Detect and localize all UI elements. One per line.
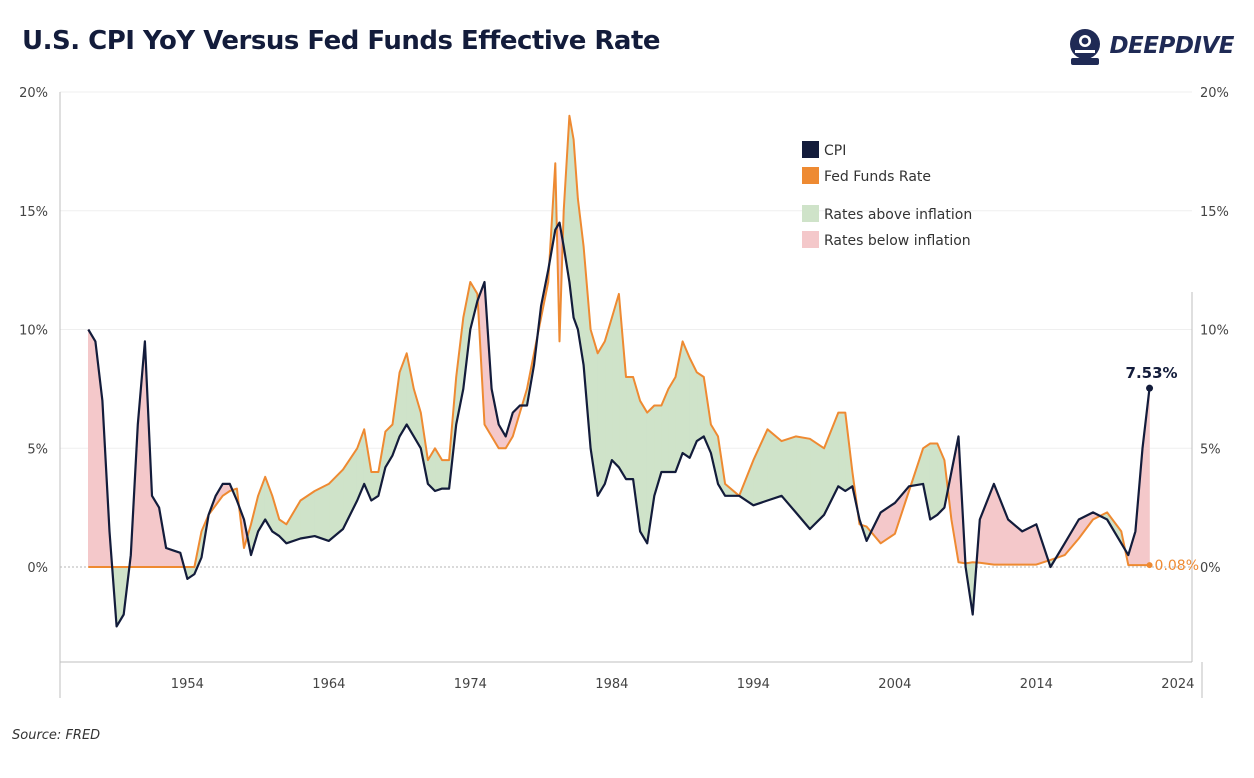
annotations: 7.53% 0.08% [1126,364,1200,574]
area-rates-above-inflation [597,340,606,497]
area-rates-above-inflation [314,483,330,542]
legend-swatch [802,205,819,222]
legend-label: Rates below inflation [824,233,971,249]
area-rates-above-inflation [618,293,627,481]
x-tick: 2024 [1161,677,1194,692]
cpi-line [87,221,1151,628]
fed-last-label: 0.08% [1155,558,1199,574]
x-tick: 1984 [595,677,628,692]
y-tick-right: 5% [1200,442,1221,457]
area-rates-above-inflation [696,371,705,442]
area-rates-above-inflation [929,443,938,521]
area-rates-above-inflation [922,442,931,520]
brand-logo: DEEPDIVE [1067,24,1234,68]
area-rates-below-inflation [979,483,995,565]
area-rates-above-inflation [753,429,768,506]
y-tick-left: 20% [19,86,48,101]
area-rates-above-inflation [406,353,415,438]
x-tick: 2014 [1020,677,1053,692]
y-tick-left: 0% [27,561,48,576]
axes [59,92,1203,698]
source-note: Source: FRED [12,728,101,743]
chart: 20% 15% 10% 5% 0% 20% 15% 10% 5% 0% 1954 1964 1974 19… [19,86,1229,698]
y-tick-right: 20% [1200,86,1229,101]
brand-name: DEEPDIVE [1109,33,1234,59]
series-lines [87,114,1151,628]
area-rates-above-inflation [639,399,648,545]
cpi-last-point [1146,384,1154,392]
chart-title: U.S. CPI YoY Versus Fed Funds Effective … [22,26,661,56]
area-rates-above-inflation [837,412,846,492]
legend-swatch [802,141,819,158]
y-tick-left: 10% [19,324,48,339]
cpi-last-label: 7.53% [1126,364,1178,382]
area-rates-above-inflation [441,459,450,489]
area-rates-above-inflation [682,341,691,459]
area-rates-above-inflation [399,353,408,438]
legend-swatch [802,167,819,184]
y-tick-right: 15% [1200,205,1229,220]
x-tick: 2004 [878,677,911,692]
area-rates-below-inflation [88,328,96,568]
legend: CPI Fed Funds Rate Rates above inflation Ra… [802,141,972,249]
legend-label: Fed Funds Rate [824,169,931,185]
area-rates-above-inflation [781,435,797,514]
fed-funds-line [88,114,1150,568]
x-tick: 1974 [454,677,487,692]
area-rates-below-inflation [993,483,1009,565]
difference-areas [88,115,1150,628]
area-rates-above-inflation [668,375,676,473]
x-tick: 1964 [312,677,345,692]
grid-lines [60,91,1192,568]
y-tick-left: 15% [19,205,48,220]
area-rates-above-inflation [611,293,620,469]
diver-helmet-icon [1070,29,1101,65]
tick-labels: 20% 15% 10% 5% 0% 20% 15% 10% 5% 0% 1954 1964 1974 19… [19,86,1229,692]
y-tick-right: 10% [1200,324,1229,339]
legend-swatch [802,231,819,248]
x-tick: 1994 [737,677,770,692]
y-tick-left: 5% [27,442,48,457]
legend-label: CPI [824,143,846,159]
legend-label: Rates above inflation [824,207,972,223]
area-rates-above-inflation [625,376,634,480]
x-tick: 1954 [171,677,204,692]
area-rates-above-inflation [604,317,613,484]
fed-last-point [1146,562,1153,569]
y-tick-right: 0% [1200,561,1221,576]
